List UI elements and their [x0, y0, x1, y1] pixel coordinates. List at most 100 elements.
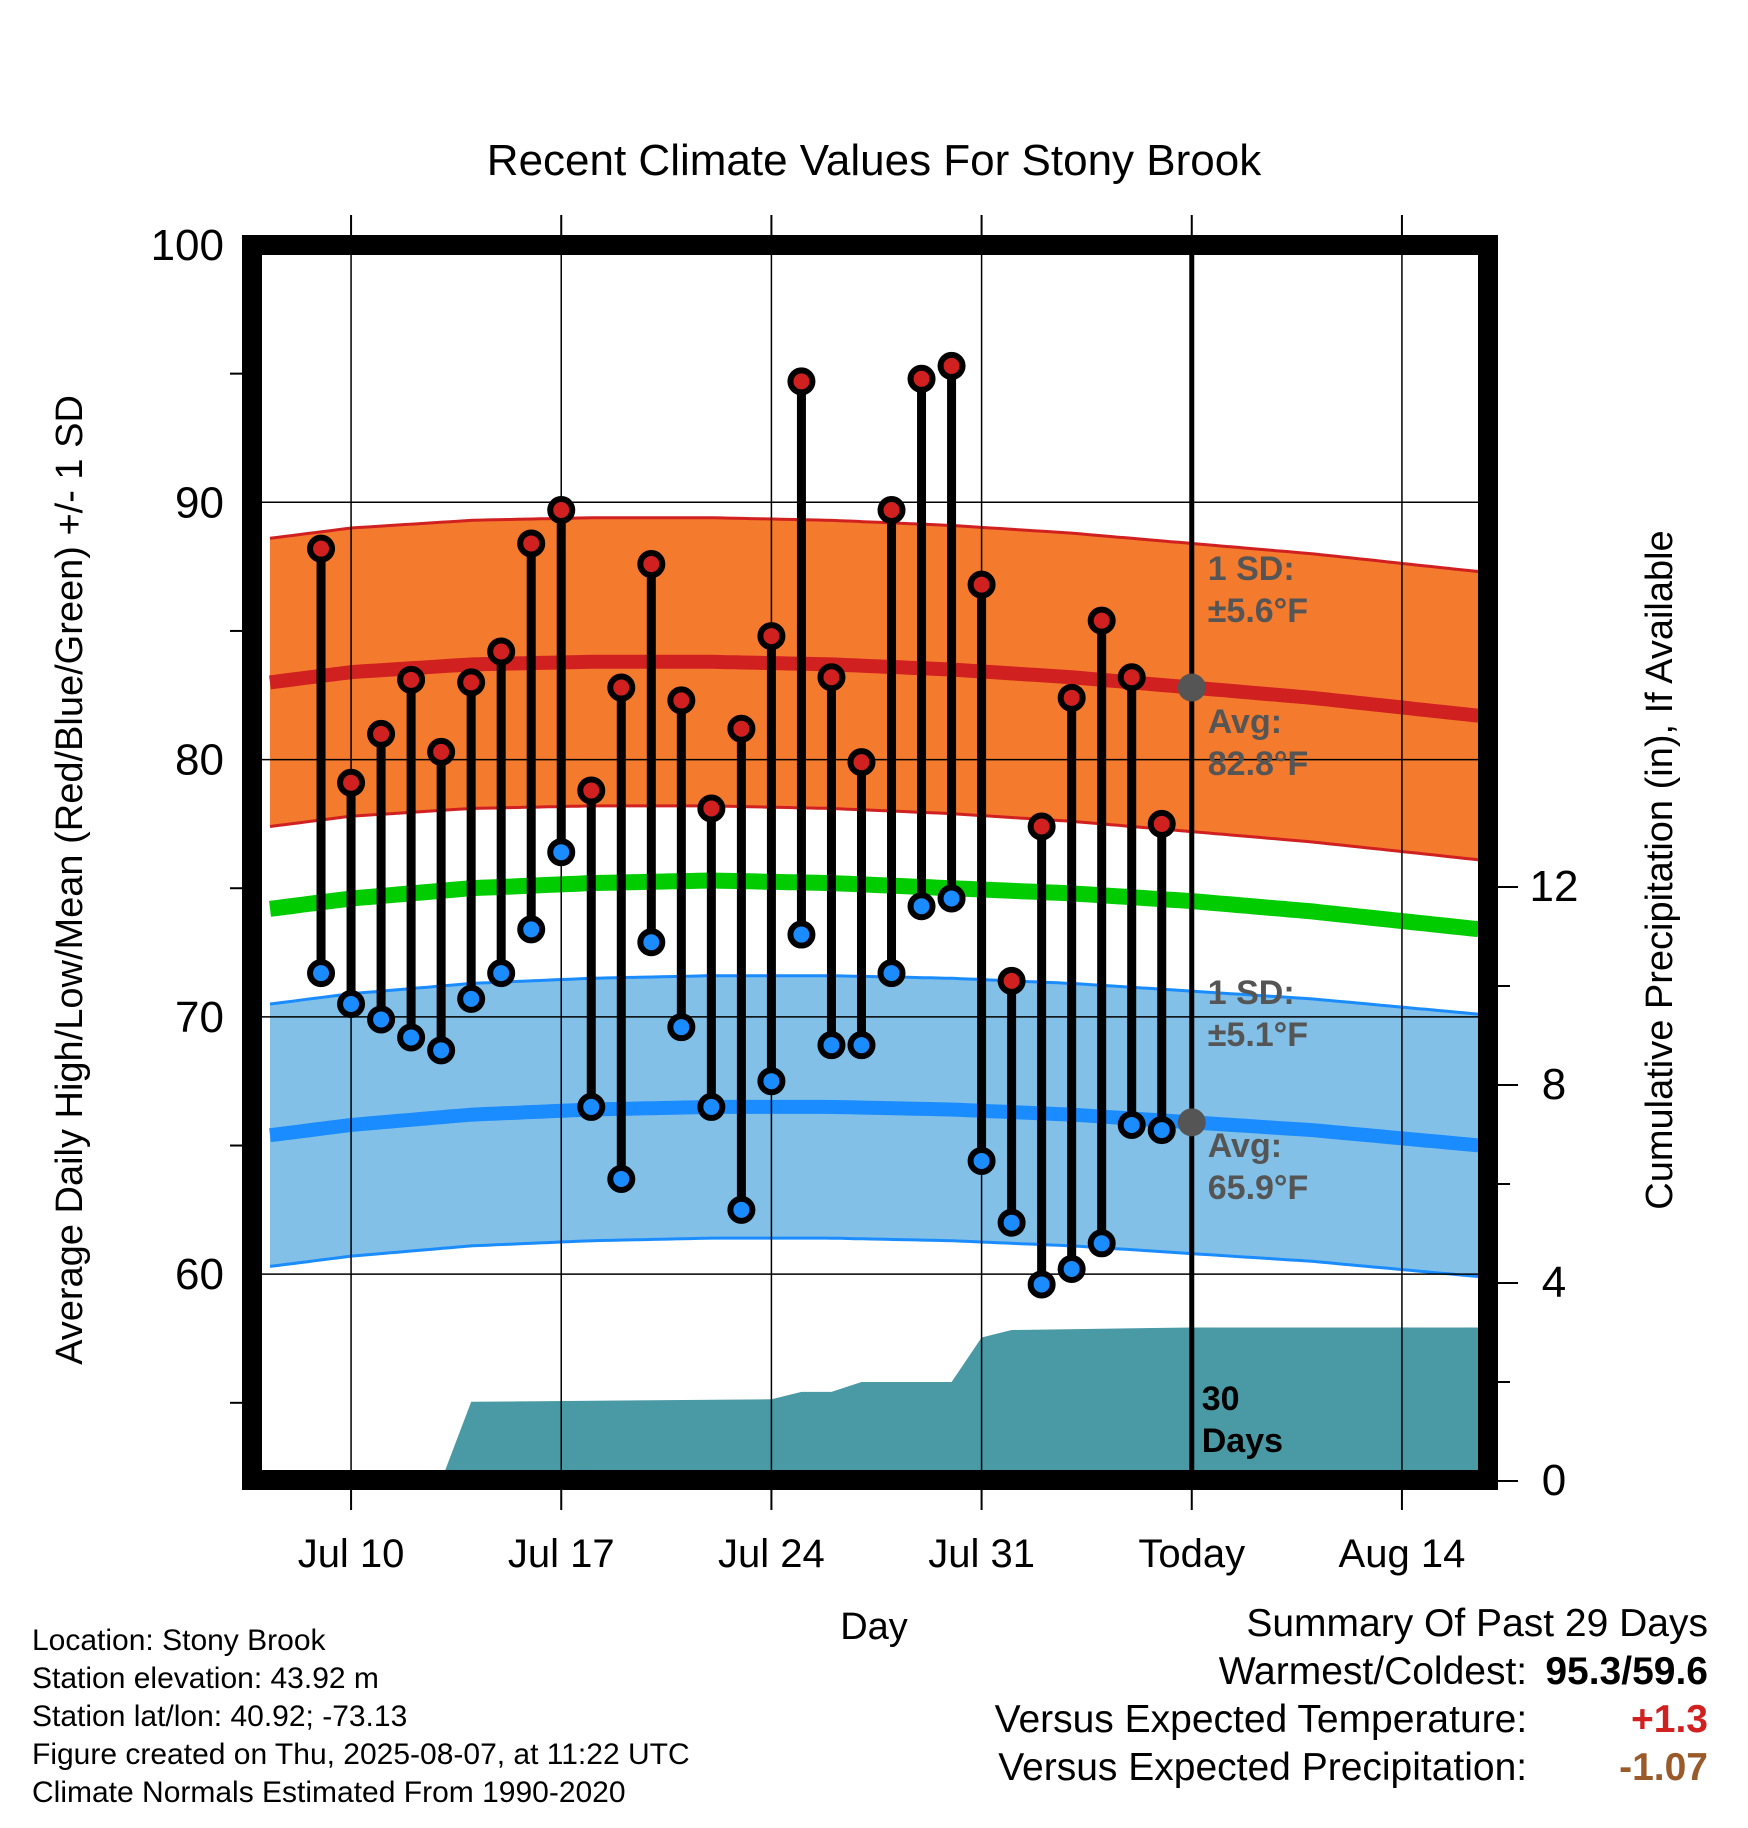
y-tick-label-right: 4 — [1542, 1258, 1566, 1307]
daily-low-point — [1057, 1255, 1086, 1284]
daily-high-point — [937, 351, 966, 380]
x-tick-label: Aug 14 — [1339, 1532, 1466, 1576]
x-axis-label: Day — [840, 1606, 908, 1648]
daily-high-point — [367, 719, 396, 748]
daily-high-point — [457, 668, 486, 697]
high-sd-value: ±5.6°F — [1208, 592, 1308, 630]
summary-warm-cold: Warmest/Coldest: 95.3/59.6 — [995, 1648, 1708, 1696]
daily-high-point — [637, 550, 666, 579]
warm-cold-value: 95.3/59.6 — [1538, 1648, 1708, 1696]
summary-precip: Versus Expected Precipitation: -1.07 — [995, 1744, 1708, 1792]
y-axis-label-right: Cumulative Precipitation (in), If Availa… — [1639, 530, 1681, 1209]
y-tick-label-right: 8 — [1542, 1060, 1566, 1109]
coldest-value: 59.6 — [1632, 1650, 1708, 1693]
daily-low-point — [637, 928, 666, 957]
y-tick-label-left: 90 — [175, 478, 224, 527]
low-sd-value: ±5.1°F — [1208, 1016, 1308, 1054]
daily-low-point — [397, 1023, 426, 1052]
daily-low-point — [487, 959, 516, 988]
y-tick-label-left: 70 — [175, 993, 224, 1042]
summary-title: Summary Of Past 29 Days — [1246, 1602, 1708, 1645]
daily-low-point — [727, 1195, 756, 1224]
daily-high-point — [427, 737, 456, 766]
days-count-label: 30 — [1202, 1380, 1240, 1418]
daily-high-point — [667, 686, 696, 715]
info-normals: Climate Normals Estimated From 1990-2020 — [32, 1776, 626, 1809]
daily-high-point — [697, 794, 726, 823]
warm-cold-label: Warmest/Coldest: — [1218, 1650, 1528, 1693]
plot-area: 1 SD: ±5.6°F Avg: 82.8°F 1 SD: ±5.1°F Avg: 65.9… — [151, 215, 1579, 1576]
daily-low-point — [697, 1092, 726, 1121]
daily-low-point — [337, 990, 366, 1019]
daily-low-point — [457, 984, 486, 1013]
high-avg-label: Avg: — [1208, 703, 1282, 741]
days-word-label: Days — [1202, 1422, 1283, 1460]
daily-high-point — [337, 768, 366, 797]
high-avg-line — [269, 654, 1478, 723]
daily-high-point — [997, 966, 1026, 995]
x-tick-label: Jul 24 — [718, 1532, 825, 1576]
daily-low-point — [907, 892, 936, 921]
summary-temp: Versus Expected Temperature: +1.3 — [995, 1696, 1708, 1744]
daily-high-point — [787, 367, 816, 396]
daily-high-point — [577, 776, 606, 805]
daily-low-point — [427, 1036, 456, 1065]
daily-high-point — [757, 622, 786, 651]
y-tick-label-left: 100 — [151, 221, 224, 270]
daily-high-point — [487, 637, 516, 666]
low-sd-band — [270, 975, 1478, 1277]
daily-low-point — [937, 884, 966, 913]
daily-high-point — [607, 673, 636, 702]
y-axis-label-left: Average Daily High/Low/Mean (Red/Blue/Gr… — [49, 395, 91, 1365]
daily-high-point — [1087, 606, 1116, 635]
daily-high-point — [307, 534, 336, 563]
daily-low-point — [877, 959, 906, 988]
warmest-value: 95.3 — [1545, 1650, 1622, 1693]
low-avg-label: Avg: — [1208, 1127, 1282, 1165]
daily-low-point — [517, 915, 546, 944]
daily-low-point — [997, 1208, 1026, 1237]
daily-high-point — [847, 748, 876, 777]
precip-label: Versus Expected Precipitation: — [998, 1746, 1528, 1789]
daily-low-point — [817, 1031, 846, 1060]
summary-panel: Summary Of Past 29 Days Warmest/Coldest:… — [995, 1600, 1708, 1792]
y-tick-label-left: 60 — [175, 1250, 224, 1299]
today-high-marker — [1177, 673, 1206, 702]
high-sd-label: 1 SD: — [1208, 550, 1295, 588]
low-avg-line — [269, 1099, 1478, 1153]
daily-high-point — [817, 663, 846, 692]
x-tick-label: Jul 17 — [508, 1532, 615, 1576]
daily-high-point — [877, 496, 906, 525]
daily-low-point — [1027, 1270, 1056, 1299]
daily-low-point — [367, 1005, 396, 1034]
daily-high-point — [517, 529, 546, 558]
x-tick-label: Today — [1138, 1532, 1245, 1576]
daily-high-point — [1117, 663, 1146, 692]
daily-high-point — [1027, 812, 1056, 841]
temp-value: +1.3 — [1631, 1698, 1708, 1741]
plot-inner: 1 SD: ±5.6°F Avg: 82.8°F 1 SD: ±5.1°F Avg: 65.9… — [262, 255, 1478, 1470]
daily-low-point — [1117, 1110, 1146, 1139]
daily-high-point — [907, 364, 936, 393]
plot-frame — [242, 235, 1498, 1490]
daily-low-point — [847, 1031, 876, 1060]
info-elevation: Station elevation: 43.92 m — [32, 1662, 379, 1695]
low-sd-label: 1 SD: — [1208, 974, 1295, 1012]
chart-title: Recent Climate Values For Stony Brook — [487, 136, 1262, 185]
daily-high-point — [547, 496, 576, 525]
mean-avg-line — [269, 872, 1478, 938]
daily-high-point — [967, 570, 996, 599]
daily-low-point — [757, 1067, 786, 1096]
cumulative-precip-area — [445, 1327, 1478, 1470]
low-sd-lower-line — [269, 1236, 1478, 1279]
warm-cold-separator: / — [1621, 1650, 1633, 1693]
info-latlon: Station lat/lon: 40.92; -73.13 — [32, 1700, 408, 1733]
y-tick-label-right: 12 — [1530, 862, 1579, 911]
daily-low-point — [607, 1164, 636, 1193]
daily-high-point — [397, 665, 426, 694]
daily-low-point — [967, 1146, 996, 1175]
info-created: Figure created on Thu, 2025-08-07, at 11… — [32, 1738, 690, 1771]
x-tick-label: Jul 10 — [298, 1532, 405, 1576]
station-info: Location: Stony Brook Station elevation:… — [32, 1622, 690, 1812]
